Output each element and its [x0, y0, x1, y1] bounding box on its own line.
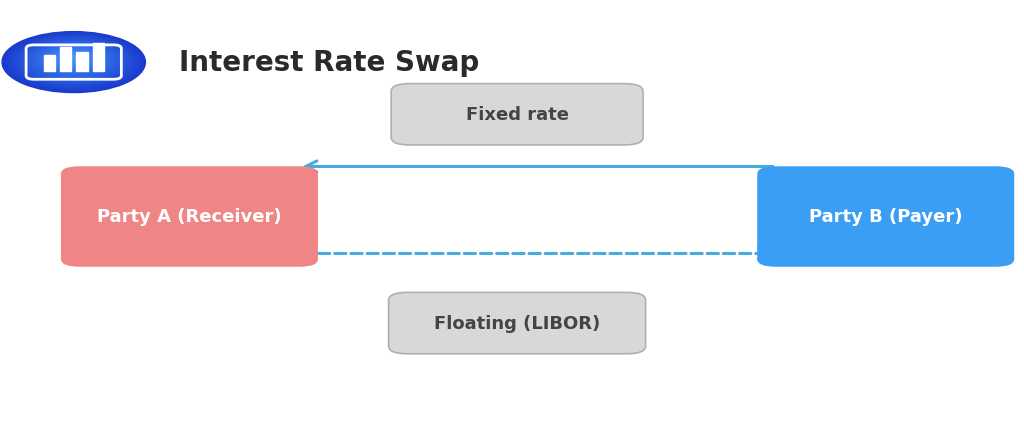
Circle shape	[18, 39, 129, 85]
Text: Interest Rate Swap: Interest Rate Swap	[179, 49, 479, 77]
FancyBboxPatch shape	[389, 293, 646, 354]
Circle shape	[43, 47, 104, 73]
Circle shape	[72, 58, 76, 59]
Text: Party B (Payer): Party B (Payer)	[809, 208, 963, 226]
Circle shape	[67, 56, 81, 62]
Bar	[92, 44, 104, 72]
Circle shape	[14, 37, 133, 88]
Circle shape	[4, 33, 143, 92]
Circle shape	[50, 50, 97, 70]
FancyBboxPatch shape	[391, 84, 643, 146]
Circle shape	[22, 39, 126, 84]
Bar	[43, 56, 54, 72]
Text: Floating (LIBOR): Floating (LIBOR)	[434, 314, 600, 332]
Bar	[59, 48, 71, 72]
FancyBboxPatch shape	[757, 167, 1014, 267]
Circle shape	[61, 54, 86, 64]
Circle shape	[52, 51, 95, 69]
Circle shape	[40, 46, 108, 75]
Circle shape	[54, 52, 93, 68]
Text: Fixed rate: Fixed rate	[466, 106, 568, 124]
Circle shape	[2, 33, 145, 93]
Circle shape	[47, 49, 100, 71]
Circle shape	[57, 53, 90, 66]
Circle shape	[38, 46, 110, 76]
Bar	[76, 53, 87, 72]
Circle shape	[36, 45, 112, 77]
Circle shape	[31, 43, 117, 79]
Circle shape	[29, 42, 119, 80]
FancyBboxPatch shape	[61, 167, 317, 267]
Circle shape	[9, 35, 138, 90]
Text: Party A (Receiver): Party A (Receiver)	[97, 208, 282, 226]
Circle shape	[16, 38, 131, 86]
Circle shape	[11, 36, 136, 89]
Circle shape	[65, 55, 83, 63]
Circle shape	[69, 57, 79, 61]
Circle shape	[59, 53, 88, 66]
Circle shape	[24, 40, 124, 83]
Circle shape	[33, 44, 115, 78]
Circle shape	[26, 41, 122, 82]
Circle shape	[45, 48, 102, 72]
Circle shape	[7, 34, 140, 91]
